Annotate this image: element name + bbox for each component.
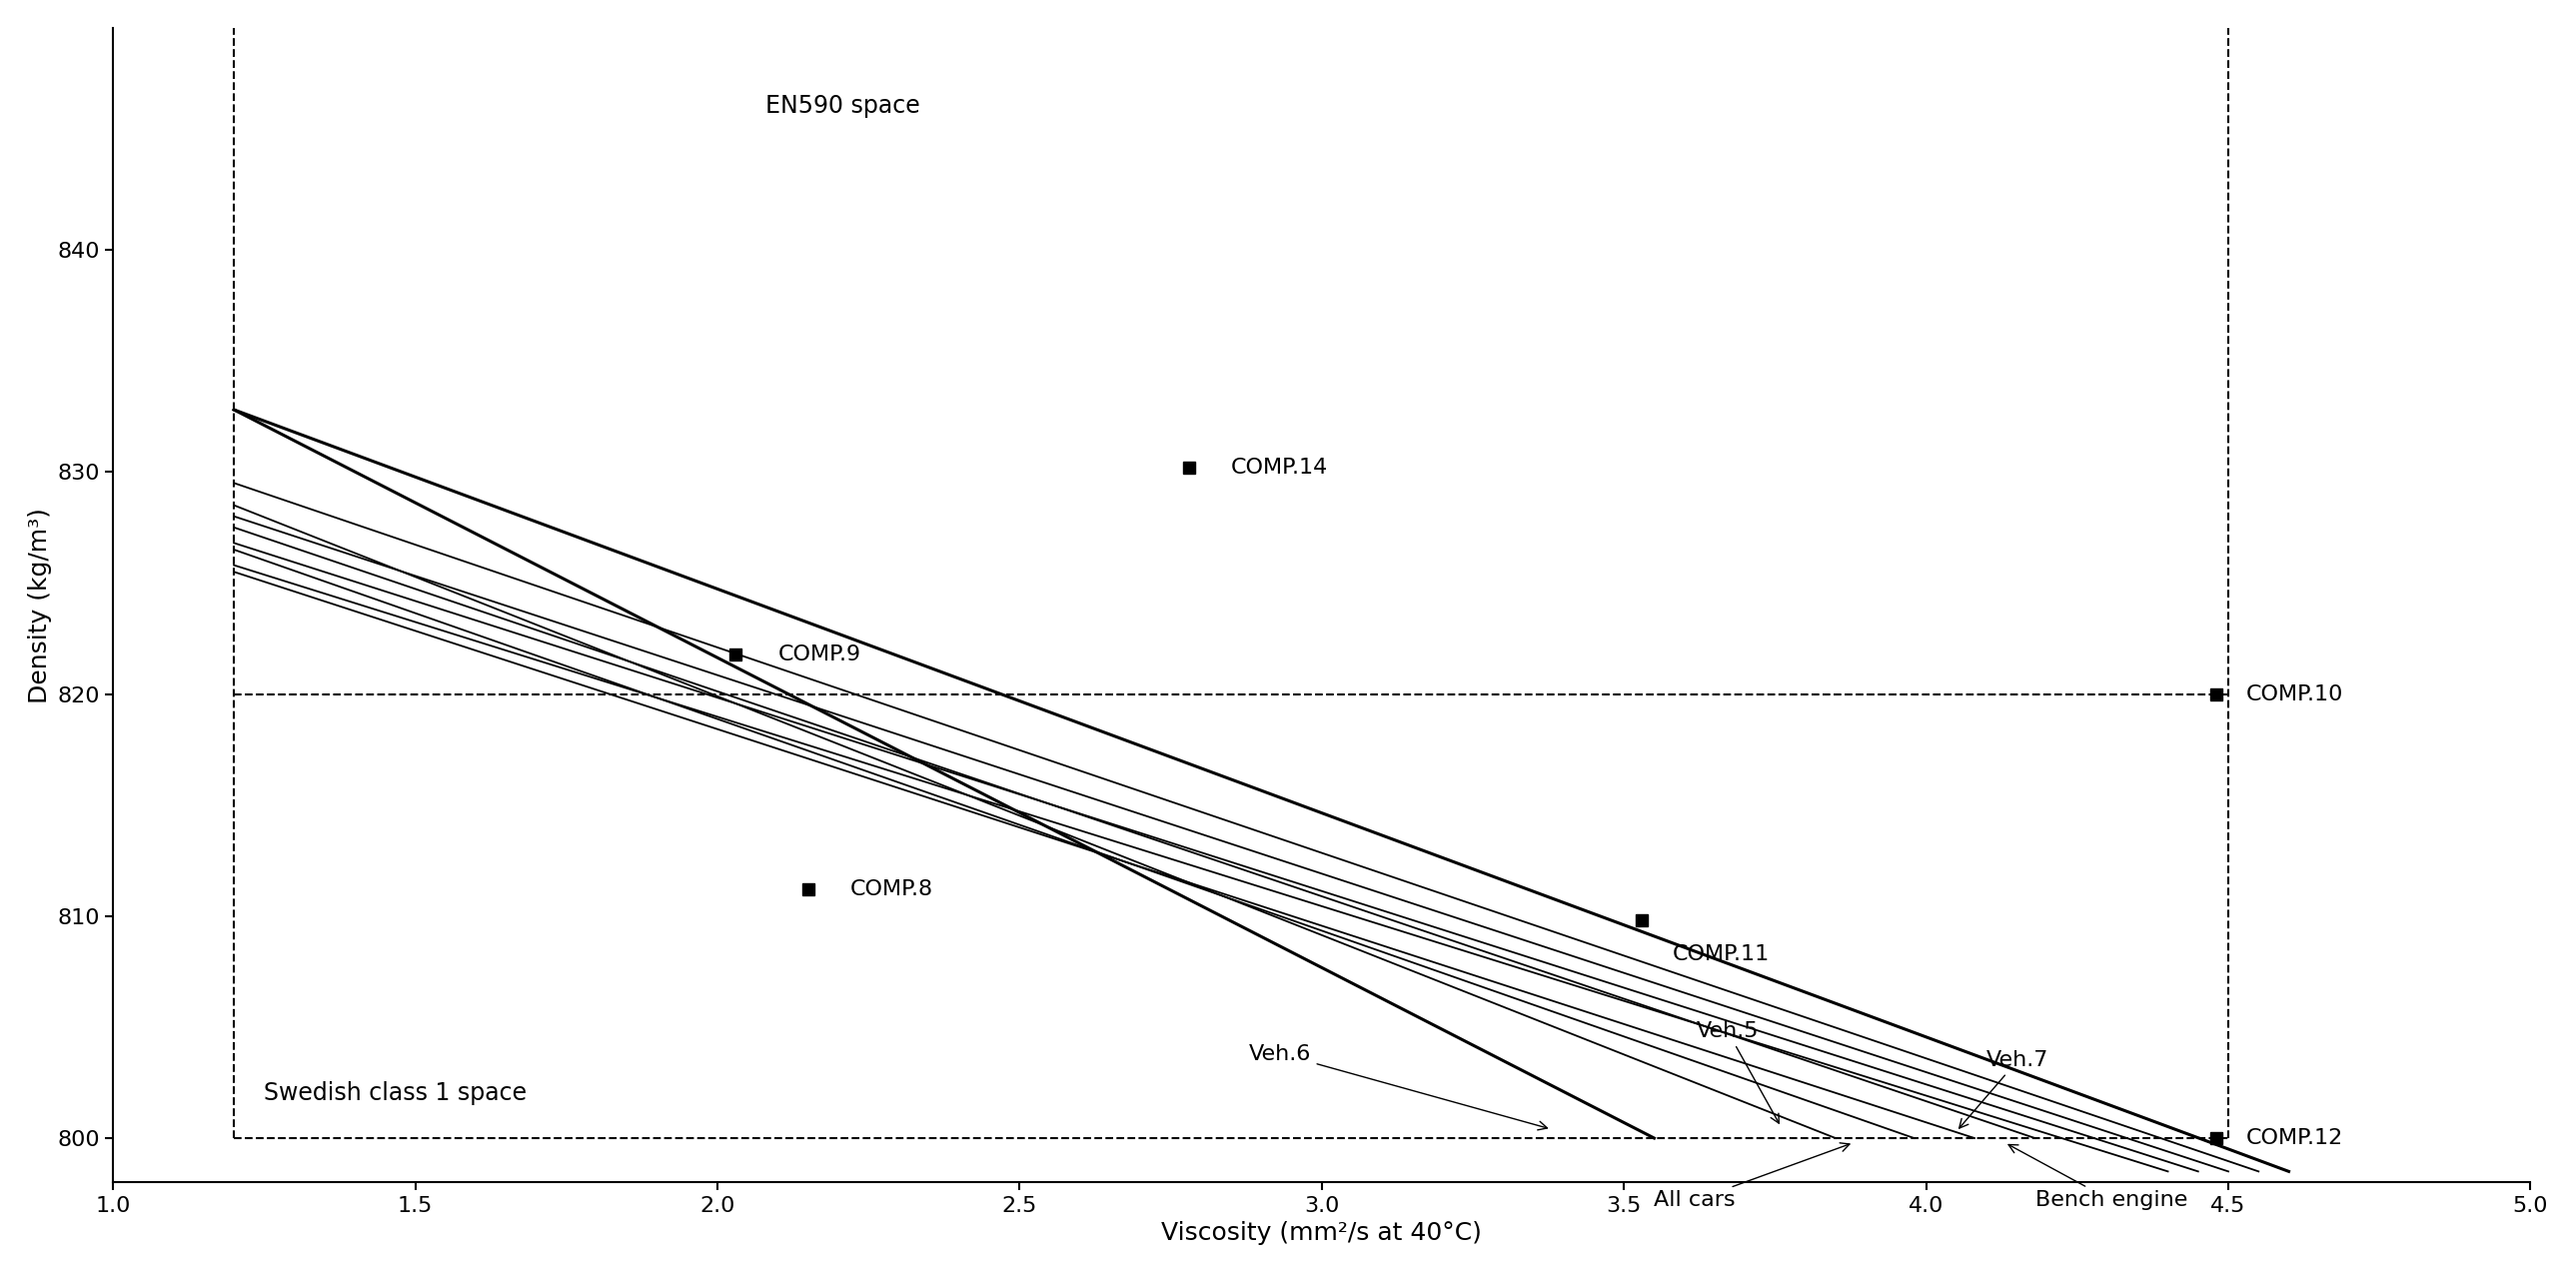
Text: COMP.9: COMP.9 <box>778 644 860 665</box>
Text: EN590 space: EN590 space <box>765 94 920 118</box>
Text: COMP.10: COMP.10 <box>2246 684 2344 704</box>
Text: COMP.8: COMP.8 <box>850 880 933 900</box>
Text: COMP.11: COMP.11 <box>1672 943 1770 964</box>
X-axis label: Viscosity (mm²/s at 40°C): Viscosity (mm²/s at 40°C) <box>1162 1221 1481 1245</box>
Text: Bench engine: Bench engine <box>2009 1144 2187 1211</box>
Text: Veh.6: Veh.6 <box>1249 1044 1548 1130</box>
Text: Veh.7: Veh.7 <box>1960 1050 2048 1128</box>
Text: COMP.14: COMP.14 <box>1231 457 1329 477</box>
Y-axis label: Density (kg/m³): Density (kg/m³) <box>28 507 52 703</box>
Text: Swedish class 1 space: Swedish class 1 space <box>265 1081 528 1105</box>
Text: COMP.12: COMP.12 <box>2246 1128 2344 1148</box>
Text: All cars: All cars <box>1654 1143 1850 1211</box>
Text: Veh.5: Veh.5 <box>1698 1021 1780 1123</box>
